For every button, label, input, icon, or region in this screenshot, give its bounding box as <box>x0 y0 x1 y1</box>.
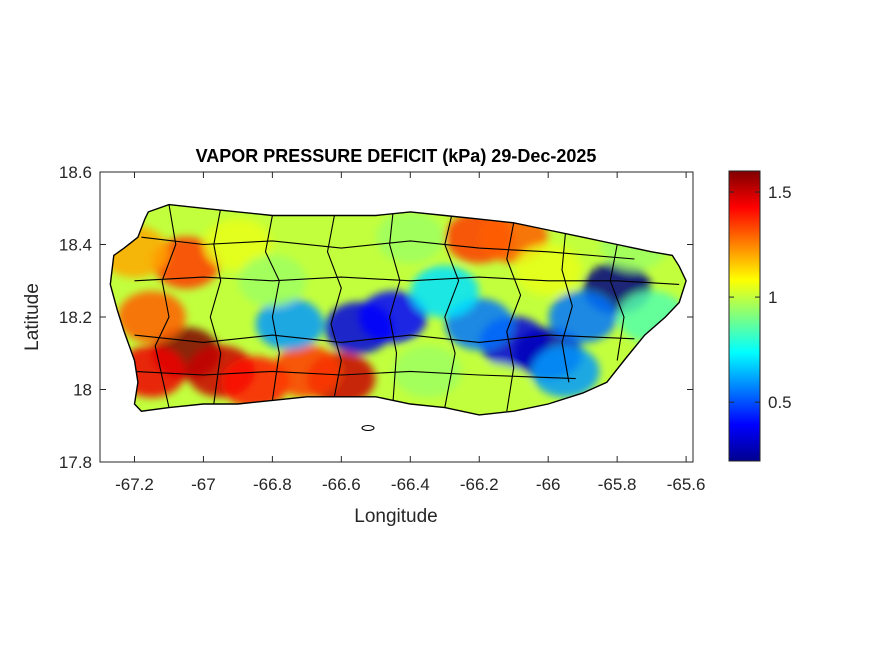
vpd-field-cell <box>221 356 290 409</box>
x-tick-label: -67 <box>191 475 216 494</box>
municipality-border <box>264 215 280 401</box>
x-tick-label: -66 <box>536 475 561 494</box>
municipality-border <box>561 233 573 383</box>
vpd-field-cell <box>203 218 272 271</box>
vpd-field-cell <box>272 345 341 398</box>
x-tick-label: -66.2 <box>460 475 499 494</box>
x-tick-label: -65.8 <box>598 475 637 494</box>
vpd-field-cell <box>152 236 221 289</box>
municipality-border <box>134 334 635 343</box>
municipality-borders <box>134 204 680 412</box>
municipality-border <box>444 215 460 408</box>
x-tick-label: -66.8 <box>253 475 292 494</box>
municipality-border <box>326 215 342 397</box>
municipality-border <box>389 211 401 401</box>
vpd-field-cell <box>410 265 479 318</box>
y-tick-label: 17.8 <box>59 453 92 472</box>
chart-title: VAPOR PRESSURE DEFICIT (kPa) 29-Dec-2025 <box>196 146 597 166</box>
vpd-field-cell <box>117 291 186 343</box>
colorbar-ticks: 0.5 1 1.5 <box>729 183 792 412</box>
municipality-border <box>506 222 522 412</box>
municipality-border <box>134 370 576 380</box>
vpd-field-cell <box>376 211 445 264</box>
islet-caja-de-muertos <box>361 424 375 432</box>
y-tick-label: 18 <box>73 381 92 400</box>
municipality-border <box>141 236 635 260</box>
vpd-field-cell <box>393 345 462 398</box>
x-tick-label: -66.4 <box>391 475 430 494</box>
vpd-field-cell <box>531 345 600 398</box>
municipality-border <box>134 276 680 285</box>
vpd-field-cell <box>359 291 428 343</box>
vpd-field <box>110 204 687 415</box>
x-tick-label: -66.6 <box>322 475 361 494</box>
x-tick-label: -67.2 <box>115 475 154 494</box>
y-tick-label: 18.6 <box>59 163 92 182</box>
colorbar-tick-label: 0.5 <box>768 393 792 412</box>
vpd-field-cell <box>462 363 531 415</box>
x-axis: -67.2 -67 -66.8 -66.6 -66.4 -66.2 -66 -65.8 -65.… <box>115 172 705 494</box>
municipality-border <box>154 204 177 408</box>
island-outline <box>109 203 687 416</box>
y-axis: 17.8 18 18.2 18.4 18.6 <box>59 163 693 472</box>
colorbar-tick-label: 1 <box>768 288 777 307</box>
x-tick-label: -65.6 <box>667 475 706 494</box>
vpd-field-cell <box>255 298 324 351</box>
colorbar-tick-label: 1.5 <box>768 183 792 202</box>
x-axis-label: Longitude <box>354 506 437 527</box>
y-tick-label: 18.2 <box>59 308 92 327</box>
y-axis-label: Latitude <box>22 283 43 351</box>
municipality-border <box>209 208 222 405</box>
y-tick-label: 18.4 <box>59 236 92 255</box>
vpd-field-cell <box>307 218 376 271</box>
colorbar <box>728 170 761 462</box>
